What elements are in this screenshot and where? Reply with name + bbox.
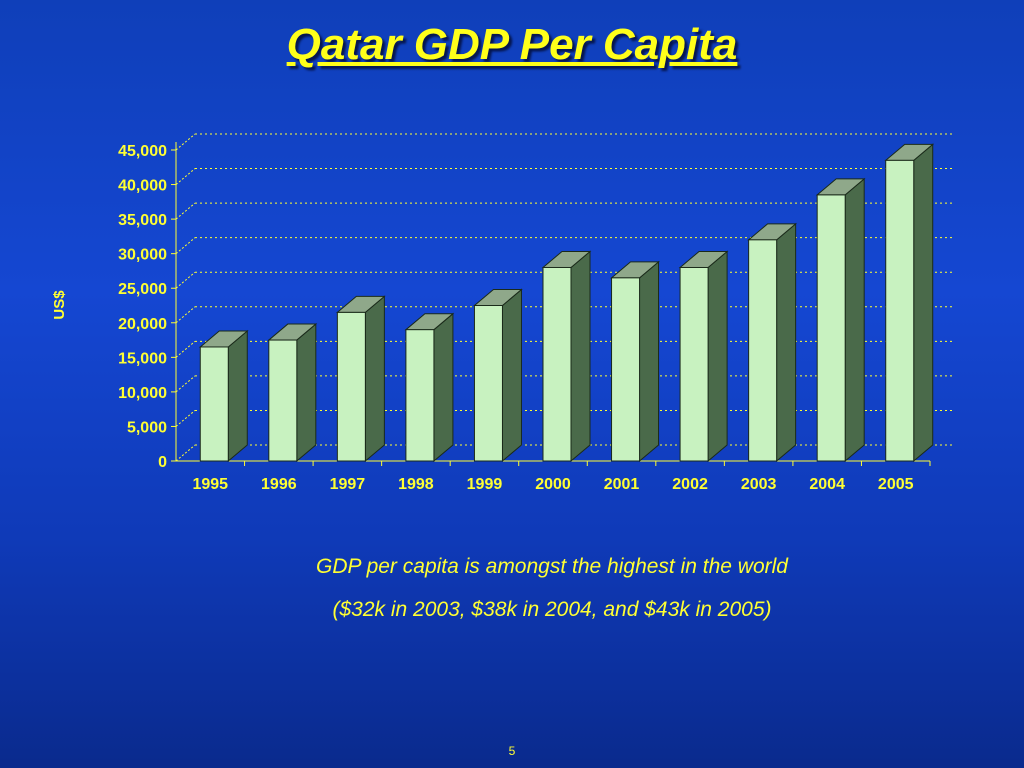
gridline-depth (175, 444, 196, 462)
bar-side (913, 143, 934, 463)
bar-side (570, 250, 591, 463)
bar-1999 (473, 288, 523, 463)
x-tick-label: 2004 (809, 476, 845, 493)
gridline-depth (175, 237, 196, 255)
bar-front (268, 339, 298, 462)
y-tick-label: 40,000 (118, 178, 167, 195)
y-tick-label: 0 (158, 454, 167, 471)
x-tick-label: 1996 (261, 476, 297, 493)
bar-2001 (610, 260, 660, 463)
x-tick-label: 2003 (741, 476, 777, 493)
bar-side (296, 322, 317, 463)
page-title: Qatar GDP Per Capita (286, 20, 738, 69)
bar-side (501, 288, 522, 463)
y-tick-label: 45,000 (118, 143, 167, 160)
y-tick-label: 15,000 (118, 350, 167, 367)
y-tick-label: 30,000 (118, 247, 167, 264)
bar-front (816, 194, 846, 462)
y-tick-label: 20,000 (118, 316, 167, 333)
page-number: 5 (508, 744, 516, 758)
bar-1997 (335, 295, 386, 463)
bar-1998 (404, 312, 455, 463)
bar-2004 (815, 177, 866, 463)
gridline-depth (175, 271, 196, 289)
caption-line-1: GDP per capita is amongst the highest in… (316, 555, 788, 578)
gridline-depth (175, 168, 196, 185)
gridline-depth (175, 375, 196, 393)
y-tick-label: 10,000 (118, 385, 167, 402)
bar-front (405, 329, 435, 462)
gridline-depth (175, 133, 196, 151)
x-tick-label: 1999 (467, 476, 503, 493)
gdp-bar-chart: 0 5,000 10,000 15,000 20,000 25,000 30,000 35,0… (51, 133, 952, 493)
bar-front (885, 159, 915, 462)
bar-side (227, 329, 248, 463)
bar-front (679, 266, 709, 462)
bar-front (542, 266, 572, 462)
caption-line-2: ($32k in 2003, $38k in 2004, and $43k in… (332, 598, 772, 621)
gridline-depth (175, 202, 196, 220)
bar-side (776, 222, 797, 463)
bar-side (639, 260, 660, 463)
bar-side (844, 177, 865, 463)
bar-side (364, 295, 385, 463)
y-axis-label: US$ (51, 290, 68, 320)
bar-1996 (267, 322, 318, 463)
bar-side (707, 250, 728, 463)
gridline-depth (175, 340, 196, 358)
bar-front (473, 305, 503, 462)
bar-2003 (747, 222, 798, 463)
x-tick-label: 2002 (672, 476, 708, 493)
x-tick-label: 2005 (878, 476, 914, 493)
bar-front (199, 346, 229, 462)
gridline-depth (175, 306, 196, 324)
x-tick-label: 1998 (398, 476, 434, 493)
x-tick-label: 1997 (330, 476, 366, 493)
gridline-depth (175, 410, 196, 427)
bar-front (748, 239, 778, 462)
bar-front (336, 311, 366, 462)
bar-side (433, 312, 454, 463)
bar-front (611, 277, 641, 462)
x-tick-label: 1995 (192, 476, 228, 493)
y-tick-label: 25,000 (118, 281, 167, 298)
label-layer: 0 5,000 10,000 15,000 20,000 25,000 30,000 35,0… (118, 143, 914, 493)
y-tick-label: 35,000 (118, 212, 167, 229)
bar-2005 (884, 143, 935, 463)
x-tick-label: 2001 (604, 476, 640, 493)
bar-2002 (678, 250, 729, 463)
bar-layer (198, 143, 935, 463)
x-tick-label: 2000 (535, 476, 571, 493)
bar-2000 (541, 250, 592, 463)
y-tick-label: 5,000 (127, 419, 167, 436)
bar-1995 (198, 329, 249, 463)
